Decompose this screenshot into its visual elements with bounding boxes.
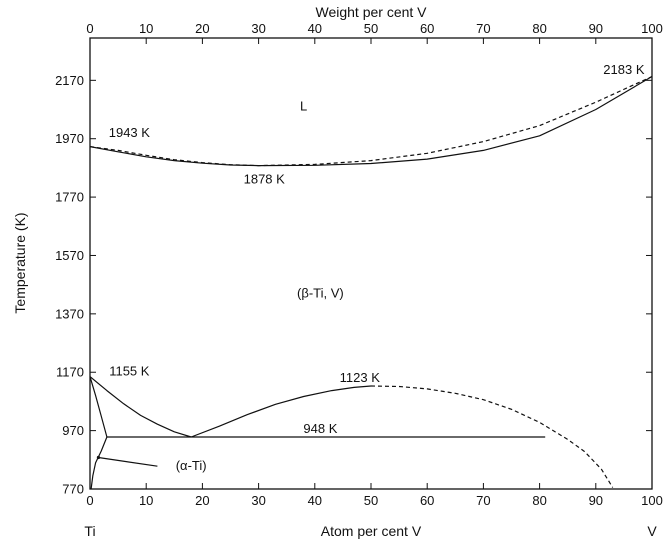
x-tick-label: 70 [476,493,490,508]
annotation-label: 948 K [303,421,337,436]
x-tick-label: 60 [420,493,434,508]
tick-marks [89,38,653,490]
x2-tick-label: 50 [364,21,378,36]
x2-axis-title: Weight per cent V [315,4,427,20]
x-end-label-left: Ti [84,523,95,539]
plot-frame [89,37,653,490]
annotation-label: 1943 K [109,125,151,140]
annotation-label: 1878 K [244,172,286,187]
annotation-label: (α-Ti) [176,458,207,473]
y-tick-label: 1170 [56,365,84,380]
x2-tick-label: 40 [308,21,322,36]
x-tick-label: 20 [195,493,209,508]
x-tick-label: 10 [139,493,153,508]
annotation-label: (β-Ti, V) [297,285,344,300]
tick-labels: 0 10 20 30 40 50 60 70 80 90 100 0 10 20 30 40 50 60 70 80 9… [55,21,663,508]
solid-boundary-line [190,385,372,438]
x2-tick-label: 0 [86,21,93,36]
x-tick-label: 50 [364,493,378,508]
solid-boundary-line [89,376,192,438]
y-axis-title: Temperature (K) [12,212,28,313]
annotation-label: L [300,99,307,114]
y-tick-label: 970 [62,423,84,438]
dashed-boundary-line [370,385,614,488]
x2-tick-label: 20 [195,21,209,36]
x2-tick-label: 100 [641,21,663,36]
x2-tick-label: 90 [589,21,603,36]
annotations: L 2183 K 1943 K 1878 K (β-Ti, V) 1155 K 1123 K… [109,62,645,473]
dashed-boundary-line [89,75,653,167]
x-axis-title: Atom per cent V [321,523,422,539]
y-tick-label: 1570 [55,248,84,263]
phase-boundaries [89,75,653,490]
pointer-dot [96,455,101,460]
x-end-label-right: V [647,523,657,539]
solid-boundary-line [90,436,108,490]
solid-boundary-line [89,376,108,438]
x-tick-label: 100 [641,493,663,508]
x-tick-label: 80 [532,493,546,508]
x2-tick-label: 60 [420,21,434,36]
x2-tick-label: 80 [532,21,546,36]
y-tick-label: 1370 [55,306,84,321]
x-tick-label: 90 [589,493,603,508]
annotation-label: 2183 K [603,62,645,77]
y-tick-label: 1770 [55,190,84,205]
solid-boundary-line [98,456,158,467]
x2-tick-label: 30 [251,21,265,36]
y-tick-label: 1970 [55,131,84,146]
x2-tick-label: 10 [139,21,153,36]
solid-boundary-line [89,75,653,167]
x2-tick-label: 70 [476,21,490,36]
y-tick-label: 770 [62,482,84,497]
y-tick-label: 2170 [55,73,84,88]
annotation-label: 1123 K [340,370,381,385]
annotation-label: 1155 K [109,364,150,379]
x-tick-label: 30 [251,493,265,508]
x-tick-label: 40 [308,493,322,508]
x-tick-label: 0 [86,493,93,508]
